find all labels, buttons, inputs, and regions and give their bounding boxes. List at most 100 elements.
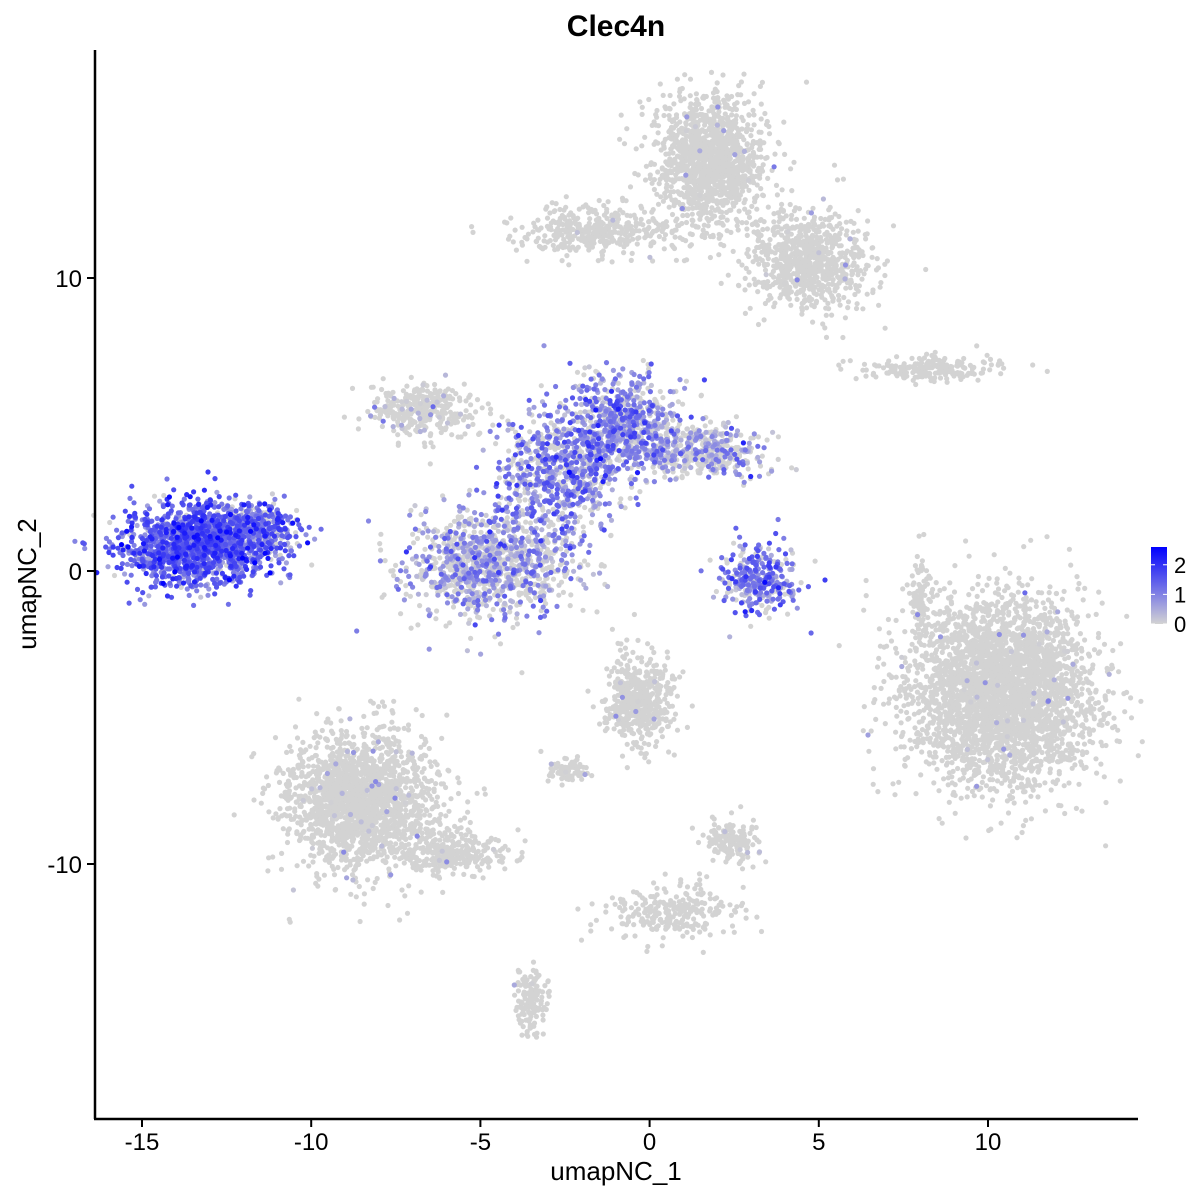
cell-point	[566, 235, 573, 241]
cell-point	[671, 117, 677, 123]
cell-point	[701, 118, 708, 124]
cell-point	[591, 229, 597, 235]
cell-point	[693, 106, 699, 112]
cell-point	[563, 194, 569, 200]
cell-point	[661, 143, 667, 150]
cell-point	[783, 240, 789, 246]
cell-point	[731, 540, 737, 546]
cell-point	[818, 215, 824, 222]
cell-point	[508, 215, 514, 221]
cell-point	[837, 302, 843, 308]
cell-point	[688, 110, 694, 116]
cell-point	[981, 360, 988, 366]
cell-point	[876, 302, 882, 308]
cell-point	[687, 93, 693, 99]
cell-point	[725, 460, 731, 466]
cell-point	[734, 187, 740, 193]
cell-point	[750, 180, 757, 186]
cell-point	[870, 372, 876, 378]
cell-point	[791, 159, 797, 165]
cell-point	[882, 261, 888, 267]
cell-point	[432, 381, 438, 388]
cell-point	[436, 389, 442, 395]
cell-point	[843, 285, 849, 291]
cell-point	[775, 434, 782, 440]
cell-point	[411, 418, 417, 425]
cell-point	[544, 215, 551, 221]
cell-point	[771, 225, 777, 231]
cell-point	[434, 608, 440, 614]
cell-point	[686, 199, 692, 205]
cell-point	[550, 576, 557, 582]
cell-point	[763, 121, 770, 128]
cell-point	[745, 246, 751, 253]
cell-point	[855, 228, 861, 234]
cell-point	[765, 175, 771, 181]
cell-point	[720, 72, 726, 78]
cell-point	[744, 226, 750, 232]
cell-point	[698, 393, 704, 399]
cell-point	[403, 414, 409, 420]
cell-point	[815, 256, 822, 262]
cell-point	[942, 355, 948, 362]
cell-point	[735, 173, 741, 179]
cell-point	[714, 80, 720, 86]
cell-point	[624, 238, 630, 244]
cell-point	[680, 151, 686, 157]
cell-point	[574, 418, 580, 425]
cell-point	[458, 434, 464, 440]
cell-point	[757, 463, 764, 469]
cell-point	[592, 207, 598, 213]
cell-point	[754, 230, 760, 237]
cell-point	[726, 579, 732, 586]
cell-point	[543, 576, 549, 582]
cell-point	[744, 232, 750, 238]
cell-point	[407, 432, 413, 438]
cell-point	[687, 231, 693, 237]
cell-point	[746, 209, 752, 215]
cell-point	[592, 235, 598, 241]
cell-point	[736, 283, 742, 289]
cell-point	[566, 245, 572, 251]
cell-point	[746, 154, 752, 160]
cell-point	[870, 289, 876, 296]
cell-point	[414, 535, 421, 542]
cell-point	[627, 495, 633, 501]
cell-point	[851, 251, 857, 257]
cell-point	[681, 96, 687, 102]
cell-point	[779, 187, 785, 193]
cell-point	[633, 228, 640, 234]
cell-point	[493, 441, 499, 447]
cell-point	[808, 285, 815, 291]
cell-point	[655, 130, 661, 136]
cell-point	[772, 151, 778, 157]
cell-point	[751, 112, 757, 118]
cell-point	[763, 250, 770, 256]
cell-point	[1022, 789, 1028, 795]
cell-point	[759, 453, 765, 459]
cell-point	[741, 71, 747, 77]
cell-point	[759, 79, 766, 85]
cell-point	[441, 540, 447, 546]
cell-point	[838, 254, 844, 260]
cell-point	[825, 265, 831, 271]
cell-point	[838, 366, 844, 372]
cell-point	[449, 388, 455, 394]
cell-point	[720, 214, 726, 220]
cell-point	[506, 448, 512, 454]
cell-point	[677, 145, 683, 151]
cell-point	[657, 176, 663, 182]
cell-point	[566, 262, 572, 268]
cell-point	[666, 204, 672, 210]
cell-point	[669, 136, 675, 142]
cell-point	[725, 137, 731, 143]
cell-point	[749, 173, 755, 179]
cell-point	[743, 126, 750, 132]
cell-point	[733, 414, 740, 420]
cell-point	[724, 217, 730, 223]
cell-point	[580, 524, 586, 530]
cell-point	[699, 461, 705, 467]
cell-point	[577, 409, 584, 415]
cell-point	[588, 519, 595, 526]
cell-point	[513, 577, 520, 583]
